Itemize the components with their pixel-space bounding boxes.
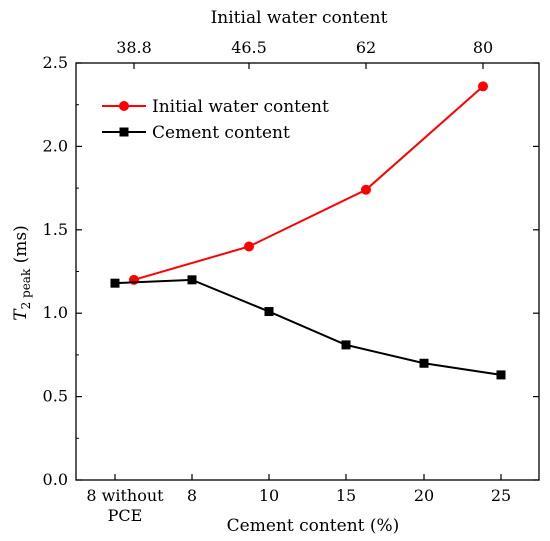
data-point (188, 275, 197, 284)
y-tick-label: 1.0 (43, 303, 68, 322)
data-point (244, 241, 254, 251)
data-point (361, 185, 371, 195)
data-point (111, 279, 120, 288)
legend-marker (120, 128, 129, 137)
y-tick-label: 1.5 (43, 220, 68, 239)
data-point (478, 81, 488, 91)
data-point (497, 370, 506, 379)
svg-text:T2 peak (ms): T2 peak (ms) (11, 225, 33, 321)
x2-axis-title: Initial water content (211, 8, 388, 28)
legend: Initial water content Cement content (102, 97, 329, 143)
data-point (265, 307, 274, 316)
y-axis-title-unit: (ms) (11, 225, 31, 269)
x-tick-label: 25 (491, 486, 511, 505)
x2-tick-label: 38.8 (116, 38, 152, 57)
x-tick-label: 15 (336, 486, 356, 505)
x2-tick-label: 46.5 (231, 38, 267, 57)
legend-label: Initial water content (152, 97, 329, 117)
x-axis-title: Cement content (%) (227, 516, 400, 536)
x-tick-label: 20 (414, 486, 434, 505)
x-tick-label: 8 (187, 486, 197, 505)
y-tick-label: 2.0 (43, 136, 68, 155)
series-line (115, 280, 501, 375)
y-tick-label: 0.0 (43, 470, 68, 489)
legend-label: Cement content (152, 123, 290, 143)
data-point (420, 359, 429, 368)
x2-tick-label: 62 (356, 38, 376, 57)
x-tick-label: 10 (259, 486, 279, 505)
x2-tick-label: 80 (473, 38, 493, 57)
x-tick-label: 8 without PCE (86, 486, 164, 525)
plot-frame (76, 63, 539, 480)
legend-marker (119, 101, 129, 111)
y-axis-title-sub: 2 peak (19, 268, 33, 309)
y-tick-label: 2.5 (43, 53, 68, 72)
y-tick-label: 0.5 (43, 387, 68, 406)
y-axis-title: T2 peak (ms) (11, 225, 33, 321)
data-point (342, 340, 351, 349)
